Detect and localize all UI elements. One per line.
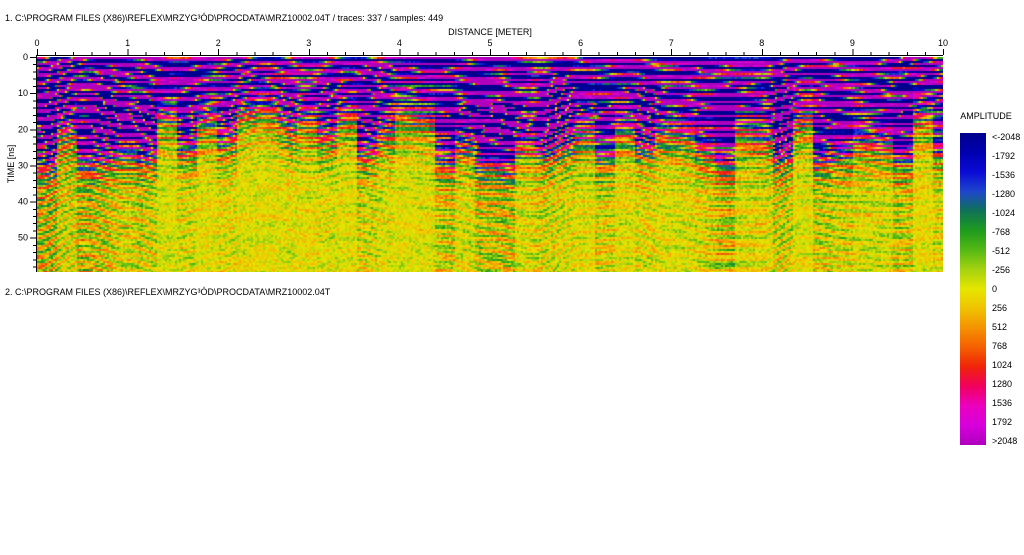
svg-text:6: 6 <box>578 38 583 48</box>
svg-text:40: 40 <box>18 197 28 207</box>
svg-text:3: 3 <box>306 38 311 48</box>
colorbar-tick-label: -256 <box>992 265 1011 275</box>
profile-1-title: 1. C:\PROGRAM FILES (X86)\REFLEX\MRZYG³Ó… <box>5 13 444 23</box>
svg-text:9: 9 <box>850 38 855 48</box>
colorbar-tick-label: -512 <box>992 246 1011 256</box>
colorbar-tick-label: 0 <box>992 284 998 294</box>
colorbar-tick-label: 256 <box>992 303 1008 313</box>
colorbar-tick-label: 1536 <box>992 398 1013 408</box>
colorbar-tick-label: 768 <box>992 341 1008 351</box>
colorbar-tick-label: 1280 <box>992 379 1013 389</box>
colorbar-tick-label: >2048 <box>992 436 1018 446</box>
svg-text:30: 30 <box>18 160 28 170</box>
svg-text:8: 8 <box>759 38 764 48</box>
svg-text:10: 10 <box>938 38 948 48</box>
x-axis-title: DISTANCE [METER] <box>448 27 532 37</box>
svg-text:2: 2 <box>216 38 221 48</box>
colorbar-title: AMPLITUDE <box>960 111 1012 121</box>
svg-text:1: 1 <box>125 38 130 48</box>
colorbar-tick-label: 1024 <box>992 360 1013 370</box>
radargram-canvas[interactable] <box>37 57 943 272</box>
svg-text:20: 20 <box>18 124 28 134</box>
colorbar-tick-label: <-2048 <box>992 132 1021 142</box>
svg-text:0: 0 <box>34 38 39 48</box>
colorbar-tick-label: -768 <box>992 227 1011 237</box>
svg-text:50: 50 <box>18 233 28 243</box>
colorbar-tick-label: 512 <box>992 322 1008 332</box>
colorbar-tick-label: -1792 <box>992 151 1016 161</box>
colorbar-tick-label: -1536 <box>992 170 1016 180</box>
svg-text:7: 7 <box>669 38 674 48</box>
profile-2-title: 2. C:\PROGRAM FILES (X86)\REFLEX\MRZYG³Ó… <box>5 287 331 297</box>
colorbar-tick-label: -1280 <box>992 189 1016 199</box>
colorbar-tick-label: 1792 <box>992 417 1013 427</box>
svg-text:5: 5 <box>487 38 492 48</box>
svg-text:10: 10 <box>18 88 28 98</box>
y-axis-title: TIME [ns] <box>6 144 16 184</box>
svg-text:0: 0 <box>23 52 28 62</box>
colorbar-tick-label: -1024 <box>992 208 1016 218</box>
colorbar <box>960 133 986 445</box>
svg-text:4: 4 <box>397 38 402 48</box>
